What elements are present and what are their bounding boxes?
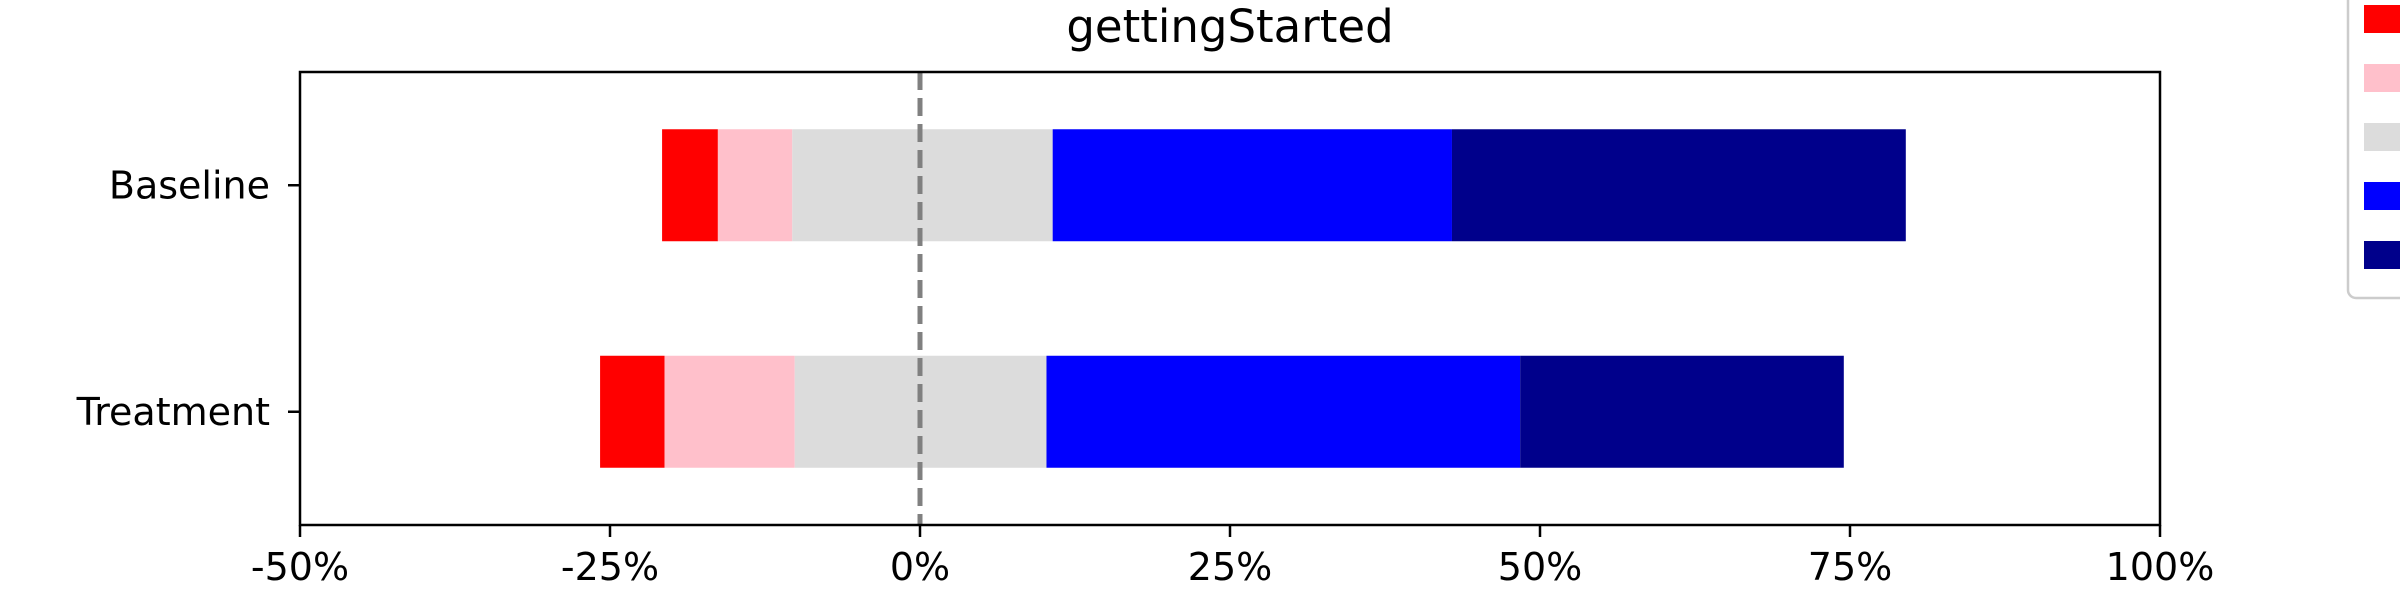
legend bbox=[2346, 0, 2400, 300]
bar-treatment-segment-4 bbox=[1046, 355, 1521, 468]
x-tick-label: 25% bbox=[1188, 545, 1272, 589]
bar-treatment-segment-5 bbox=[1520, 355, 1844, 468]
x-tick-label: -50% bbox=[251, 545, 349, 589]
y-tick-label: Baseline bbox=[109, 163, 270, 207]
bar-baseline-segment-2 bbox=[717, 129, 793, 242]
x-tick-label: 0% bbox=[890, 545, 950, 589]
legend-swatch-1 bbox=[2364, 5, 2400, 33]
bar-baseline-segment-4 bbox=[1052, 129, 1452, 242]
chart-title: gettingStarted bbox=[1066, 0, 1393, 53]
x-tick-label: 100% bbox=[2106, 545, 2215, 589]
bar-treatment-segment-2 bbox=[664, 355, 795, 468]
x-tick-label: 75% bbox=[1808, 545, 1892, 589]
bars-layer bbox=[600, 129, 1906, 468]
axes-layer: -50% -25% 0% 25% 50% 75% 100% Baseline Treatment bbox=[76, 70, 2215, 589]
legend-swatch-4 bbox=[2364, 182, 2400, 210]
legend-swatch-3 bbox=[2364, 123, 2400, 151]
bar-treatment-segment-1 bbox=[600, 355, 665, 468]
x-tick-label: -25% bbox=[561, 545, 659, 589]
bar-baseline-segment-5 bbox=[1451, 129, 1906, 242]
legend-swatch-2 bbox=[2364, 64, 2400, 92]
y-tick-label: Treatment bbox=[76, 390, 270, 434]
bar-baseline-segment-1 bbox=[662, 129, 718, 242]
x-tick-label: 50% bbox=[1498, 545, 1582, 589]
legend-swatch-5 bbox=[2364, 241, 2400, 269]
